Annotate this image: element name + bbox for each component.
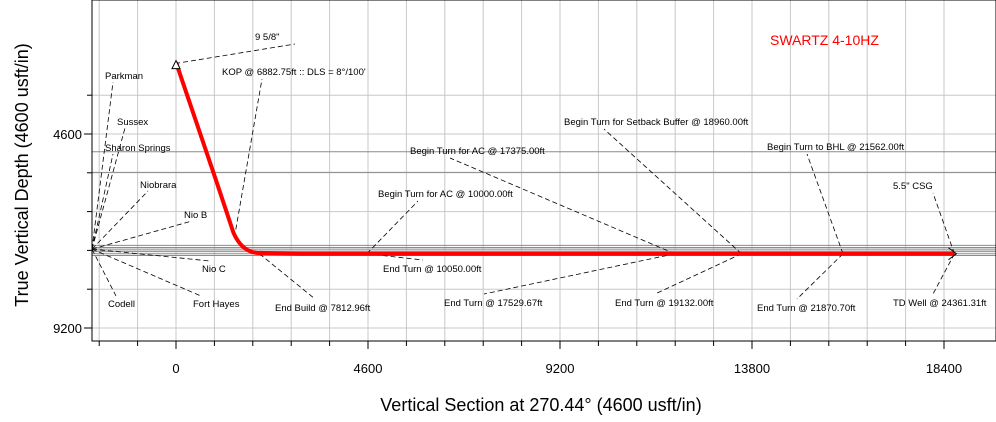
- x-tick-label: 13800: [734, 361, 770, 376]
- tick-labels: 0 4600 9200 13800 18400 4600 9200: [53, 127, 962, 376]
- formation-label: Niobrara: [140, 180, 177, 191]
- annotation-label: End Turn @ 17529.67ft: [444, 298, 543, 309]
- grid: [92, 0, 996, 341]
- annotation-label: KOP @ 6882.75ft :: DLS = 8°/100': [222, 67, 366, 78]
- casing-shoe-marker: [171, 59, 181, 70]
- y-tick-label: 9200: [53, 321, 82, 336]
- formation-leader: [91, 220, 193, 250]
- formation-leader: [91, 81, 114, 250]
- formation-leader: [91, 248, 202, 297]
- x-tick-label: 4600: [354, 361, 383, 376]
- annotation-leader: [259, 253, 316, 300]
- annotation-label: Begin Turn for AC @ 17375.00ft: [410, 146, 545, 157]
- annotation-leader: [932, 192, 955, 254]
- x-axis-label: Vertical Section at 270.44° (4600 usft/i…: [380, 395, 701, 415]
- annotation-leader: [603, 128, 742, 255]
- annotation-leader: [234, 78, 263, 238]
- annotation-label: Begin Turn for AC @ 10000.00ft: [378, 189, 513, 200]
- x-tick-label: 9200: [546, 361, 575, 376]
- annotation-leader: [796, 253, 844, 300]
- formation-label: Fort Hayes: [193, 299, 240, 310]
- formation-label: Sharon Springs: [105, 143, 171, 154]
- axis-ticks: [84, 94, 945, 349]
- plot-frame: [91, 0, 996, 342]
- formation-label: Nio B: [184, 210, 207, 221]
- formation-label: Sussex: [117, 117, 148, 128]
- formation-label: Nio C: [202, 264, 226, 275]
- formation-leader: [91, 190, 149, 250]
- annotation-label: End Turn @ 21870.70ft: [757, 303, 856, 314]
- chart-title: SWARTZ 4-10HZ: [770, 32, 879, 48]
- y-axis-label: True Vertical Depth (4600 usft/in): [12, 43, 32, 306]
- annotation-label: Begin Turn to BHL @ 21562.00ft: [767, 142, 904, 153]
- formation-leader: [91, 127, 126, 250]
- x-tick-label: 0: [172, 361, 179, 376]
- annotation-leader: [654, 253, 742, 295]
- annotation-labels: Parkman Sussex Sharon Springs Niobrara Nio B…: [105, 32, 987, 314]
- annotation-leaders: [91, 43, 955, 300]
- formation-leader: [91, 248, 211, 262]
- well-path-line: [174, 61, 955, 256]
- annotation-label: Begin Turn for Setback Buffer @ 18960.00…: [564, 117, 749, 128]
- x-tick-label: 18400: [926, 361, 962, 376]
- annotation-leader: [806, 153, 844, 254]
- formation-leader: [91, 153, 114, 250]
- annotation-label: 9 5/8": [255, 32, 280, 43]
- annotation-label: End Turn @ 19132.00ft: [615, 298, 714, 309]
- formation-lines: [92, 151, 996, 256]
- annotation-label: End Build @ 7812.96ft: [275, 303, 371, 314]
- annotation-label: TD Well @ 24361.31ft: [893, 298, 987, 309]
- annotation-leader: [175, 43, 296, 64]
- annotation-leader: [366, 200, 419, 255]
- annotation-label: End Turn @ 10050.00ft: [383, 264, 482, 275]
- series-layer: [171, 59, 958, 261]
- formation-leader: [91, 248, 117, 297]
- td-marker: [948, 247, 958, 261]
- annotation-label: 5.5" CSG: [893, 181, 933, 192]
- y-tick-label: 4600: [53, 127, 82, 142]
- annotation-leader: [483, 253, 675, 295]
- annotation-leader: [449, 157, 675, 255]
- formation-label: Codell: [108, 299, 135, 310]
- formation-label: Parkman: [105, 71, 143, 82]
